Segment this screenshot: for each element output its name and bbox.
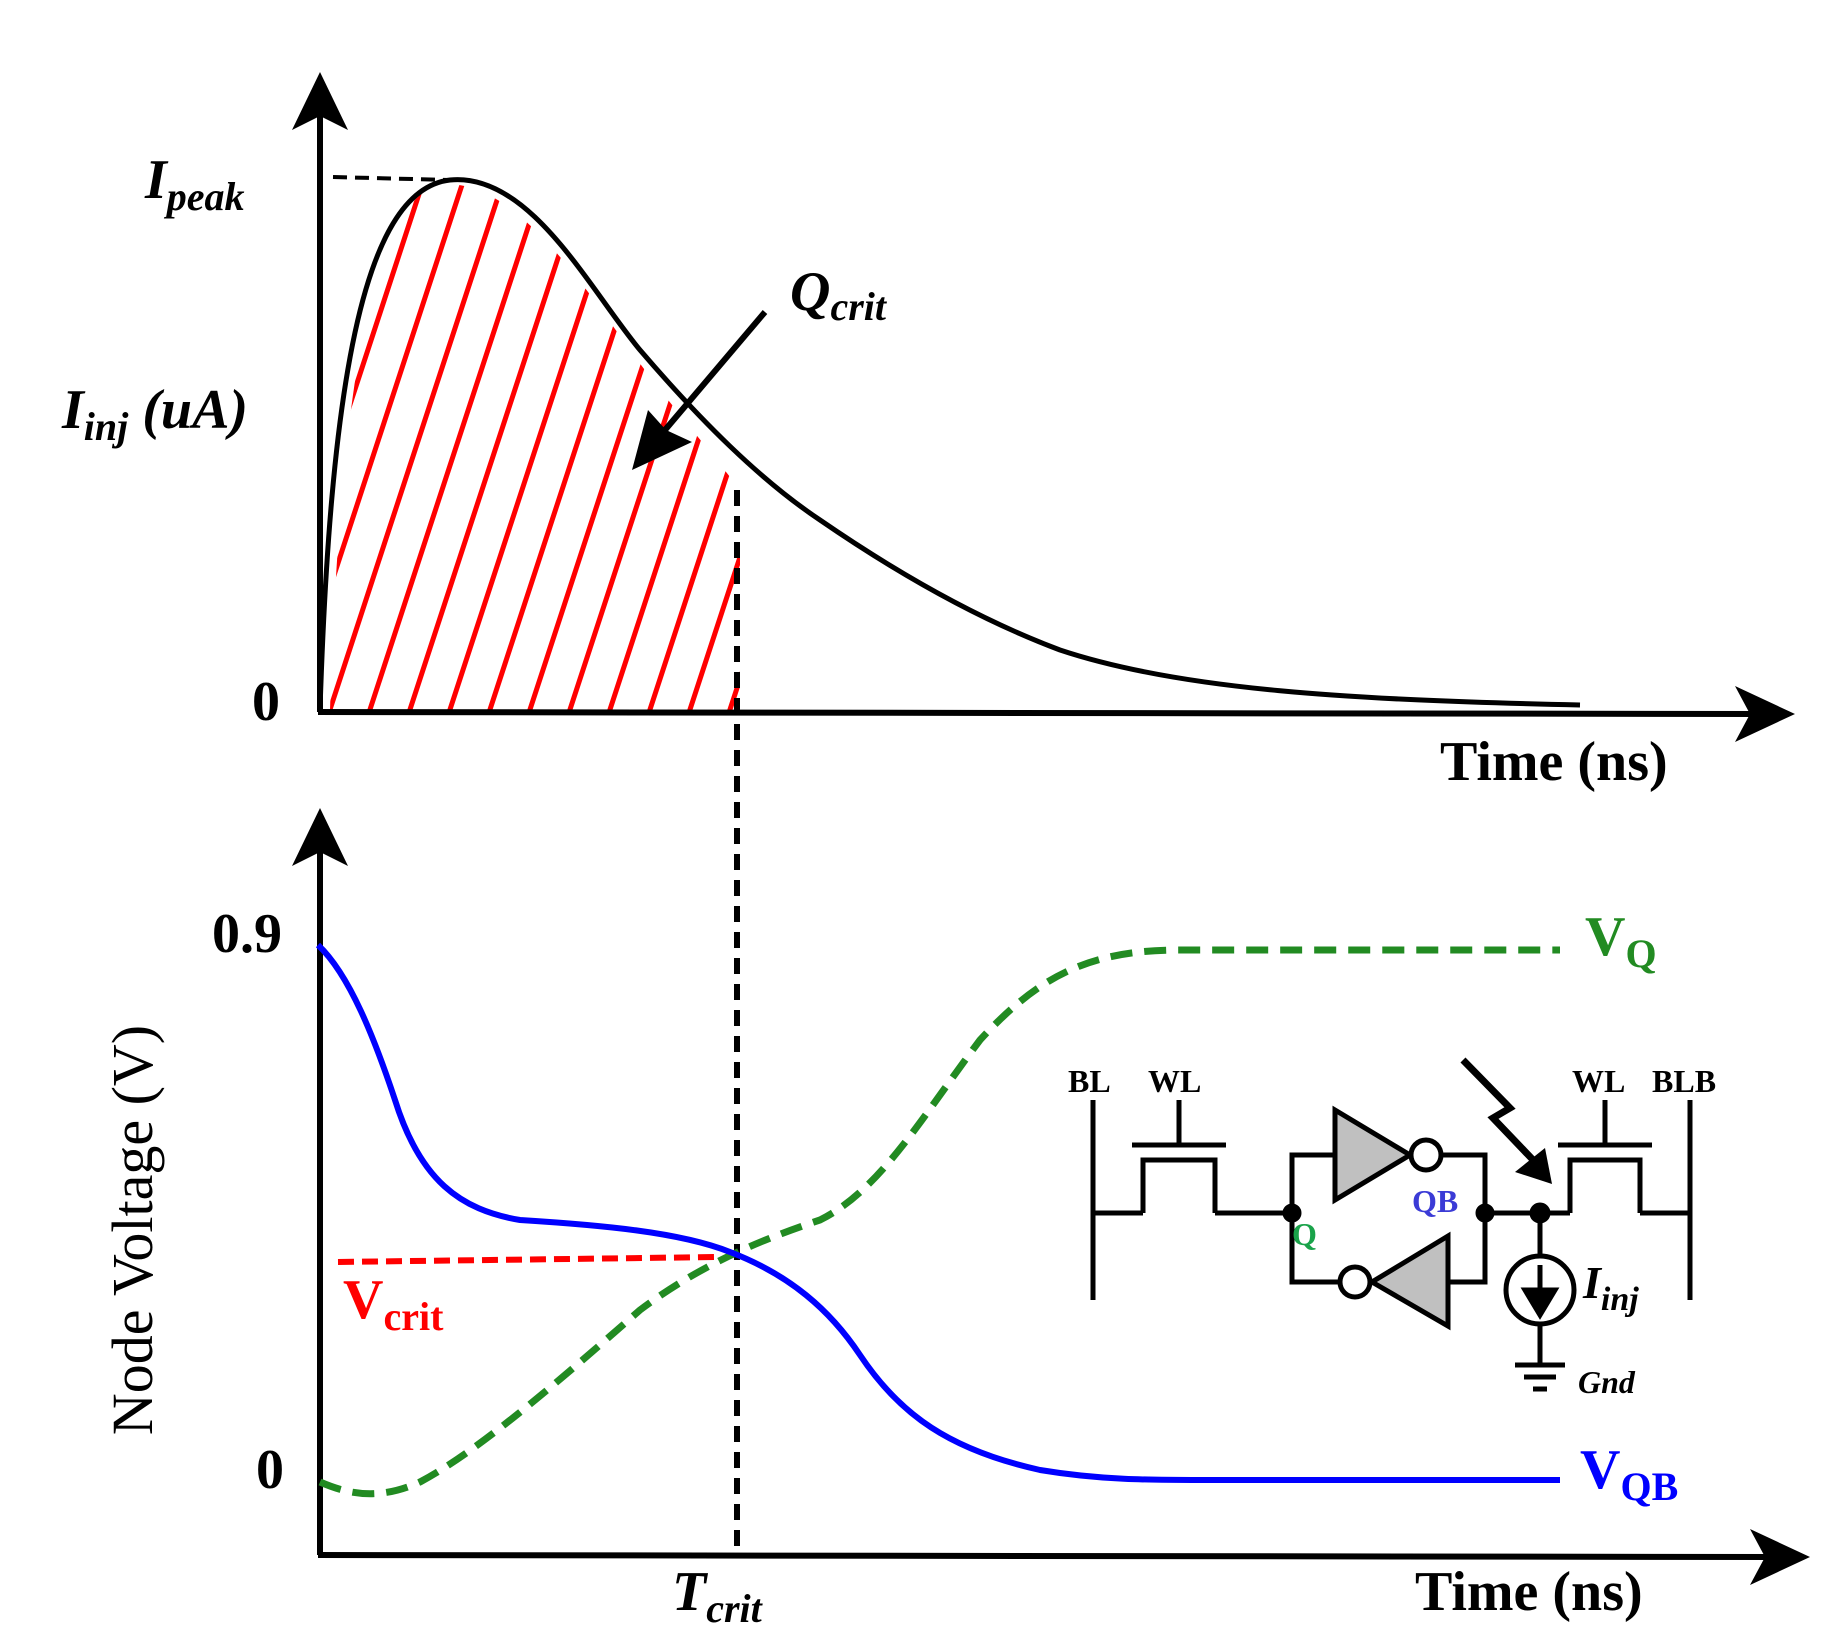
top-zero-tick: 0 [252,671,280,733]
wl-left-label: WL [1148,1063,1201,1099]
vqb-curve [315,942,1560,1483]
wl-right-label: WL [1572,1063,1625,1099]
top-x-axis-label: Time (ns) [1440,731,1668,793]
bl-label: BL [1068,1063,1111,1099]
ipeak-dashed-line [332,175,451,182]
vcrit-dashed-line [337,1254,719,1265]
vqb-label: VQB [1580,1439,1678,1509]
q-node-label: Q [1292,1216,1317,1252]
vq-curve [318,946,1560,1498]
bottom-y-axis-label: Node Voltage (V) [100,1025,165,1435]
schematic-labels: BL WL WL BLB Q QB Iinj Gnd [1068,1063,1716,1400]
top-current-plot: Ipeak Iinj (uA) 0 Qcrit Time (ns) [61,72,1795,793]
vcrit-label: Vcrit [343,1269,444,1339]
qcrit-arrow-line [662,310,768,432]
ipeak-label: Ipeak [144,149,245,219]
bottom-x-axis [317,1552,1776,1560]
access-transistor-right [1567,1157,1643,1213]
access-transistor-left [1140,1157,1218,1213]
bottom-x-axis-arrow [1750,1529,1810,1585]
bottom-y-axis-arrow [292,808,348,866]
injected-current-curve [317,177,1581,711]
top-y-axis-label: Iinj (uA) [61,379,248,449]
qb-node-label: QB [1412,1183,1458,1219]
bottom-y-tick-top: 0.9 [212,903,282,965]
iinj-label: Iinj [1582,1257,1639,1318]
top-y-axis-arrow [292,72,348,130]
inverter-bottom [1367,1231,1451,1331]
bottom-y-tick-zero: 0 [256,1439,284,1501]
qcrit-label: Qcrit [790,261,888,329]
inverter-top [1332,1105,1415,1205]
gnd-label: Gnd [1578,1364,1636,1400]
sram-cell-schematic [1090,1057,1693,1392]
top-x-axis-arrow [1735,686,1795,742]
vq-label: VQ [1585,906,1657,976]
qcrit-arrow-head [632,410,692,470]
particle-strike-icon [1460,1057,1538,1165]
blb-label: BLB [1652,1063,1716,1099]
bottom-x-axis-label: Time (ns) [1415,1561,1643,1623]
top-x-axis [317,709,1761,717]
bottom-voltage-plot: 0.9 0 Node Voltage (V) VQ VQB Vcrit Tcri… [100,808,1810,1631]
tcrit-label: Tcrit [672,1561,764,1631]
